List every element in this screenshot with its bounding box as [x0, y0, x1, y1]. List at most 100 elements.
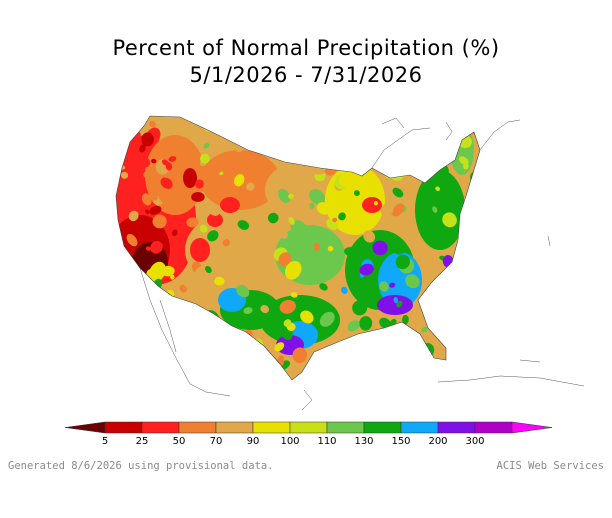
precip-region: [458, 156, 469, 165]
us-outline: [115, 115, 481, 381]
precip-region: [279, 230, 288, 239]
precip-region: [233, 174, 245, 187]
precip-region: [309, 189, 325, 205]
precip-region: [161, 159, 169, 166]
precip-region: [252, 186, 264, 195]
precip-region: [236, 284, 250, 298]
neighbor-borders: [139, 117, 585, 411]
precip-region: [288, 193, 294, 199]
precip-region: [214, 276, 225, 286]
precip-region: [151, 158, 157, 164]
precip-region: [442, 212, 457, 228]
precip-region: [246, 249, 254, 256]
precip-region: [369, 283, 377, 289]
precip-region: [128, 210, 139, 222]
precip-region: [139, 144, 146, 153]
precip-region: [260, 304, 270, 314]
precip-region: [396, 300, 403, 308]
legend-tick-label: 70: [210, 436, 223, 447]
precip-region: [435, 186, 441, 192]
precip-region: [313, 242, 320, 251]
precip-region: [207, 230, 219, 242]
legend-swatch: [104, 421, 143, 434]
precip-region: [359, 316, 373, 331]
precip-region: [290, 220, 307, 235]
precip-region: [402, 314, 409, 325]
precip-region: [405, 274, 420, 289]
precip-region: [222, 239, 230, 247]
legend-swatch: [178, 421, 217, 434]
precip-region: [338, 212, 346, 221]
precip-region: [379, 281, 389, 292]
precip-region: [391, 239, 407, 255]
legend-tick-label: 300: [465, 436, 484, 447]
precip-region: [191, 192, 205, 202]
precip-region: [300, 310, 314, 324]
legend-arrow-high: [511, 421, 553, 434]
precip-region: [377, 295, 413, 315]
precip-region: [126, 233, 138, 247]
generated-note: Generated 8/6/2026 using provisional dat…: [8, 460, 274, 472]
legend-swatch: [400, 421, 439, 434]
precip-region: [352, 300, 368, 316]
legend-tick-label: 110: [317, 436, 336, 447]
precip-region: [118, 205, 126, 212]
precip-region: [341, 286, 348, 294]
map-title: Percent of Normal Precipitation (%): [112, 36, 500, 60]
precip-region: [172, 229, 178, 237]
precip-region: [148, 261, 166, 283]
precip-region: [278, 342, 284, 348]
precip-region: [395, 254, 410, 270]
precip-region: [168, 156, 177, 162]
precip-region: [158, 190, 173, 204]
legend-tick-label: 50: [173, 436, 186, 447]
precip-region: [205, 266, 212, 274]
precip-region: [316, 202, 331, 215]
precip-region: [373, 201, 379, 206]
precip-region: [120, 171, 129, 179]
precip-region: [219, 171, 224, 176]
precip-region: [152, 214, 167, 229]
precip-region: [190, 238, 210, 262]
legend-swatch: [326, 421, 365, 434]
precip-region: [279, 299, 296, 314]
precip-region: [278, 188, 291, 203]
precip-region: [300, 185, 311, 194]
precip-region: [347, 320, 360, 332]
precip-region: [283, 319, 292, 327]
precip-region: [170, 274, 175, 280]
precip-region: [209, 207, 220, 216]
precip-region: [344, 247, 359, 257]
precip-region: [309, 203, 315, 209]
precip-region: [143, 171, 149, 178]
precip-region: [319, 311, 335, 327]
precip-region: [141, 132, 154, 147]
legend-swatch: [474, 421, 513, 434]
precip-region: [449, 190, 465, 208]
precip-region: [203, 143, 210, 149]
precip-region: [292, 347, 308, 364]
precip-region: [332, 217, 338, 223]
precip-region: [149, 120, 157, 128]
precip-region: [246, 182, 255, 191]
precip-region: [151, 195, 159, 201]
precip-region: [200, 153, 210, 164]
precip-region: [138, 174, 143, 181]
precip-region: [284, 260, 302, 280]
precip-region: [363, 230, 376, 243]
precip-region: [275, 176, 285, 184]
legend-swatch: [437, 421, 476, 434]
precip-region: [273, 230, 281, 239]
precip-region: [288, 217, 295, 225]
precip-region: [290, 292, 298, 298]
precip-region: [150, 241, 163, 254]
precip-region: [380, 203, 394, 217]
legend-swatch: [215, 421, 254, 434]
precip-region: [393, 297, 399, 304]
precip-region: [183, 168, 197, 188]
map-date-range: 5/1/2026 - 7/31/2026: [189, 63, 423, 87]
precip-region: [141, 157, 151, 168]
precip-region: [151, 227, 166, 244]
precip-region: [145, 246, 151, 251]
